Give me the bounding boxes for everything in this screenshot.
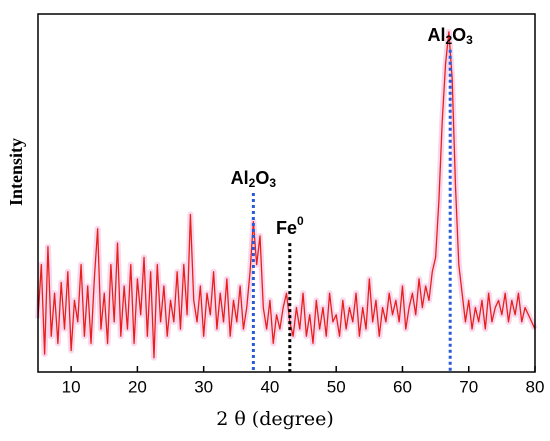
annotation-text: O [452,25,466,45]
annotation-sub: 3 [269,176,276,190]
annotation-text: O [255,168,269,188]
annotation-text: Al [231,168,249,188]
y-axis-label: Intensity [6,138,26,206]
x-tick-label: 60 [393,377,412,396]
annotation-sub: 3 [466,33,473,47]
x-tick-label: 30 [194,377,213,396]
annotation-sub: 2 [249,176,256,190]
x-axis-label: 2 θ (degree) [216,408,334,430]
annotation-label: Al2O3 [231,168,277,190]
x-tick-label: 20 [128,377,147,396]
annotation-label: Fe0 [276,214,304,238]
x-tick-label: 80 [526,377,545,396]
x-tick-label: 70 [459,377,478,396]
annotation-label: Al2O3 [427,25,473,47]
x-tick-label: 40 [260,377,279,396]
line [37,31,536,359]
annotation-text: Al [427,25,445,45]
annotation-sup: 0 [297,214,304,228]
plot-frame [37,13,536,373]
x-tick-label: 50 [327,377,346,396]
annotation-text: Fe [276,218,297,238]
line-glow [35,28,538,361]
annotation-sub: 2 [445,33,452,47]
x-tick-label: 10 [62,377,81,396]
